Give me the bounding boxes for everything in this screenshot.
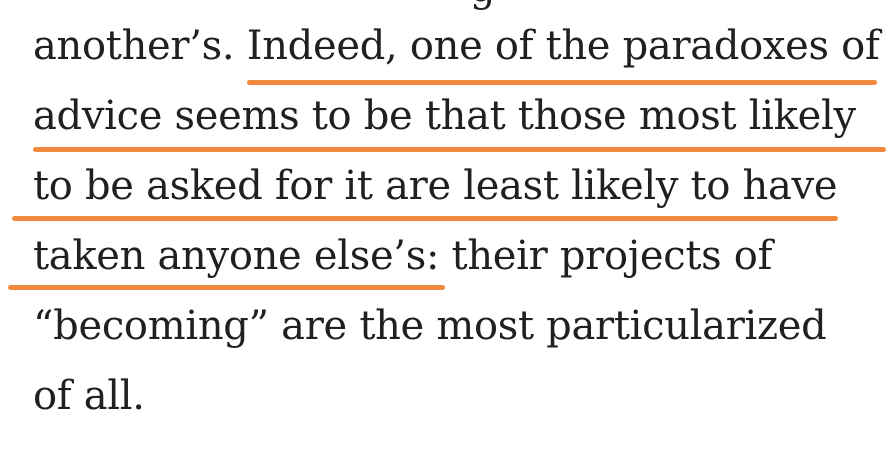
text-line: taken anyone else’s: their projects of — [33, 233, 773, 279]
highlight-underline — [12, 216, 838, 221]
partial-text-line: g — [470, 0, 496, 8]
text-line: of all. — [33, 373, 145, 419]
highlight-underline — [33, 147, 886, 152]
text-line: “becoming” are the most particularized — [33, 303, 827, 349]
highlight-underline — [247, 80, 877, 85]
text-line: to be asked for it are least likely to h… — [33, 163, 838, 209]
text-line: advice seems to be that those most likel… — [33, 93, 856, 139]
text-line: another’s. Indeed, one of the paradoxes … — [33, 23, 880, 69]
highlight-underline — [8, 285, 445, 290]
